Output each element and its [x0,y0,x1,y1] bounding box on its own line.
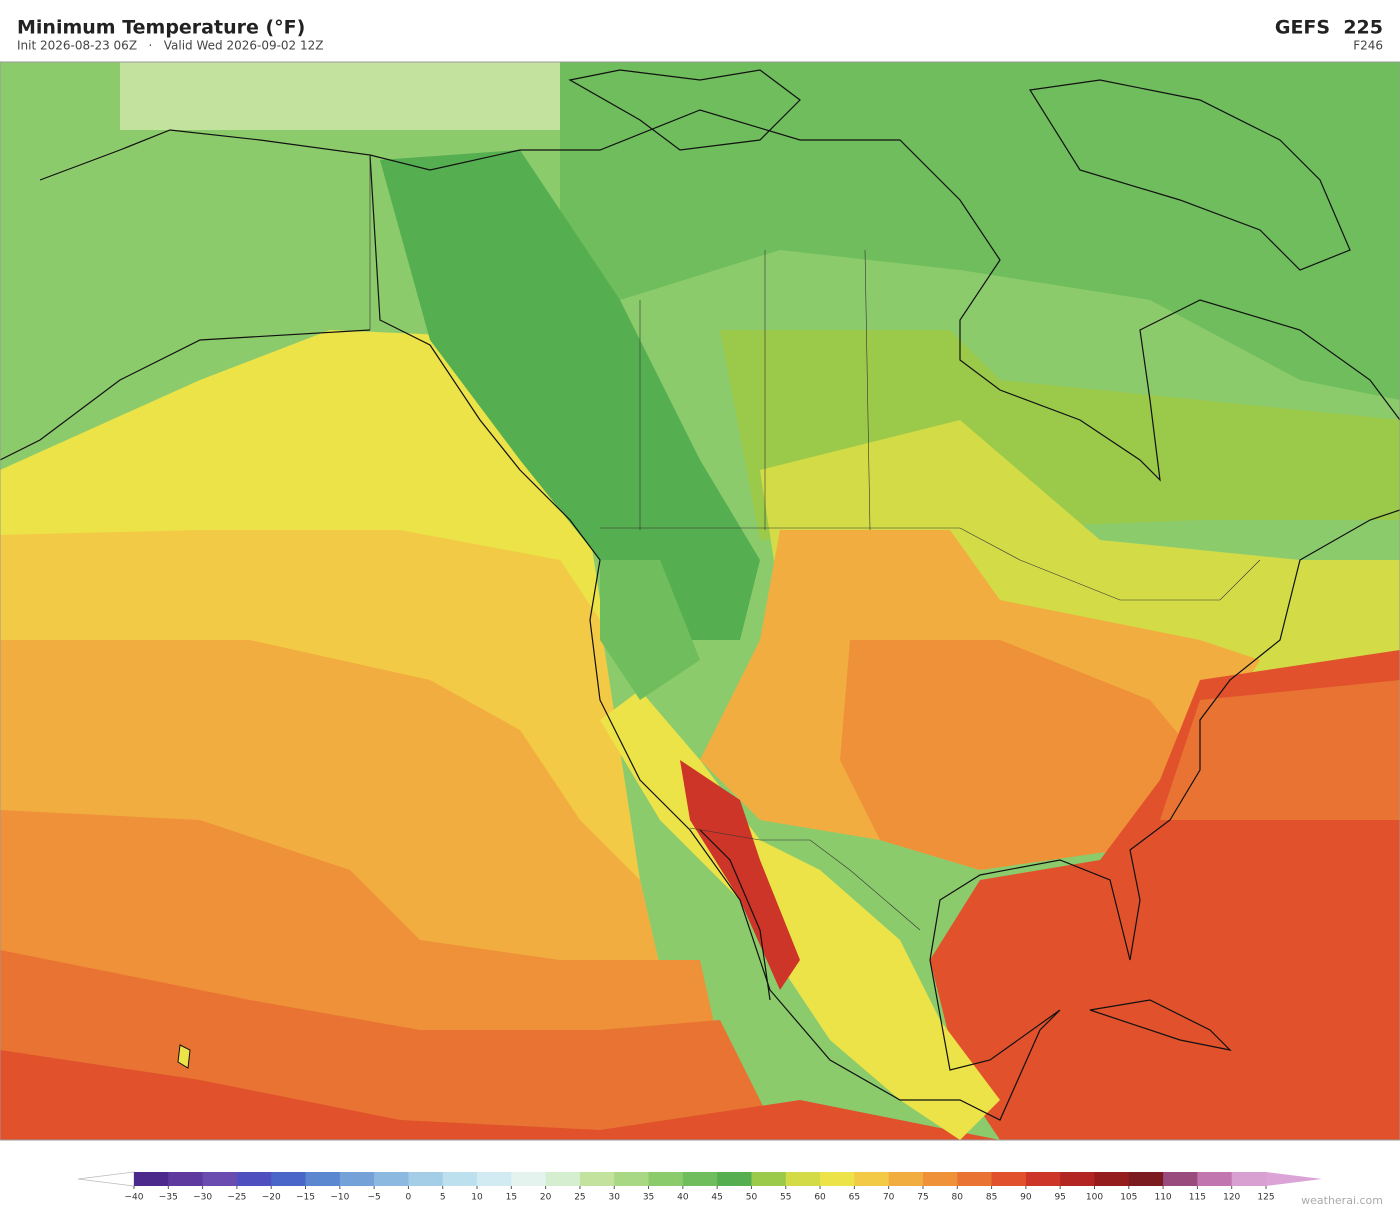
colorbar: −40 −35 −30 −25 −20 −15 −10 −5 0 5 10 15 20 25 30 35 40 4… [77,1171,1322,1203]
colorbar-segment [168,1172,204,1186]
colorbar-segment [820,1172,855,1186]
field [0,150,400,470]
colorbar-segment [374,1172,409,1186]
colorbar-segment [1128,1172,1164,1186]
model-label: GEFS 225 [1275,17,1383,39]
colorbar-tick-label: 15 [506,1193,517,1203]
colorbar-segment [477,1172,512,1186]
colorbar-tick-label: 65 [849,1193,860,1203]
borders [369,155,1261,931]
colorbar-tick-label: 70 [883,1193,895,1203]
colorbar-segment [305,1172,341,1186]
colorbar-segment [1094,1172,1130,1186]
colorbar-tick-label: 25 [574,1193,585,1203]
colorbar-segment [1060,1172,1095,1186]
colorbar-segment [236,1172,272,1186]
colorbar-segment [614,1172,650,1186]
colorbar-tick-label: 35 [643,1193,654,1203]
colorbar-tick-label: −10 [330,1193,349,1203]
colorbar-tick-label: 40 [677,1193,689,1203]
coastlines [0,69,1400,1121]
colorbar-tick-label: 95 [1054,1193,1065,1203]
field [760,420,1400,700]
colorbar-tick-label: 115 [1189,1193,1206,1203]
colorbar-under [77,1171,135,1187]
colorbar-tick-label: 55 [780,1193,791,1203]
colorbar-segment [957,1172,993,1186]
colorbar-segment [579,1172,615,1186]
colorbar-tick-label: 75 [917,1193,928,1203]
colorbar-tick-label: −30 [193,1193,212,1203]
colorbar-tick-label: 20 [540,1193,552,1203]
colorbar-segment [922,1172,958,1186]
colorbar-segment [408,1172,444,1186]
field [840,640,1200,870]
watermark: weatherai.com [1301,1194,1383,1207]
field [0,1050,1000,1140]
colorbar-segment [717,1172,752,1186]
field [680,760,800,990]
colorbar-segment [545,1172,581,1186]
colorbar-segment [751,1172,787,1186]
colorbar-segment [202,1172,238,1186]
colorbar-tick-label: 30 [609,1193,621,1203]
colorbar-tick-label: 120 [1223,1193,1240,1203]
colorbar-segment [785,1172,821,1186]
colorbar-tick-label: −40 [125,1193,144,1203]
colorbar-segment [854,1172,890,1186]
colorbar-tick-label: −15 [296,1193,315,1203]
colorbar-segment [1197,1172,1233,1186]
colorbar-tick-label: 60 [814,1193,826,1203]
map [0,61,1400,1141]
map-frame [0,61,1400,1141]
forecast-hour: F246 [1353,39,1383,53]
colorbar-segment [1025,1172,1061,1186]
colorbar-segment [648,1172,684,1186]
field [1160,680,1400,820]
colorbar-tick-label: 0 [406,1193,412,1203]
colorbar-tick-label: −25 [227,1193,246,1203]
colorbar-segment [888,1172,924,1186]
colorbar-over [1266,1172,1322,1186]
colorbar-tick-label: 10 [471,1193,483,1203]
colorbar-tick-label: 105 [1120,1193,1137,1203]
colorbar-segment [442,1172,478,1186]
field [120,62,560,130]
subtitle: Init 2026-08-23 06Z · Valid Wed 2026-09-… [17,39,324,53]
colorbar-segment [1163,1172,1198,1186]
colorbar-tick-label: 50 [746,1193,758,1203]
colorbar-tick-label: −5 [367,1193,380,1203]
colorbar-segment [682,1172,718,1186]
colorbar-tick-label: 5 [440,1193,446,1203]
colorbar-tick-label: 45 [711,1193,722,1203]
colorbar-segment [339,1172,375,1186]
title: Minimum Temperature (°F) [17,17,305,39]
colorbar-tick-label: 80 [952,1193,964,1203]
colorbar-tick-label: 85 [986,1193,997,1203]
colorbar-tick-label: 100 [1086,1193,1103,1203]
colorbar-segment [271,1172,307,1186]
colorbar-segment [991,1172,1027,1186]
colorbar-tick-label: 90 [1020,1193,1032,1203]
hawaii [177,1044,191,1069]
field [380,150,760,640]
colorbar-segment [134,1172,169,1186]
colorbar-tick-label: 125 [1257,1193,1274,1203]
colorbar-segment [1231,1172,1267,1186]
colorbar-tick-label: −20 [262,1193,281,1203]
colorbar-tick-label: 110 [1154,1193,1171,1203]
colorbar-tick-label: −35 [159,1193,178,1203]
colorbar-segment [511,1172,547,1186]
field [600,560,700,700]
